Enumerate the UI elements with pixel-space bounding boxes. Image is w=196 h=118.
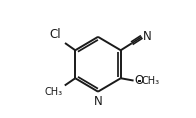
Text: N: N [94,95,102,108]
Text: N: N [143,30,152,43]
Text: CH₃: CH₃ [45,87,63,97]
Text: Cl: Cl [50,28,61,41]
Text: CH₃: CH₃ [142,76,160,86]
Text: O: O [135,74,144,87]
